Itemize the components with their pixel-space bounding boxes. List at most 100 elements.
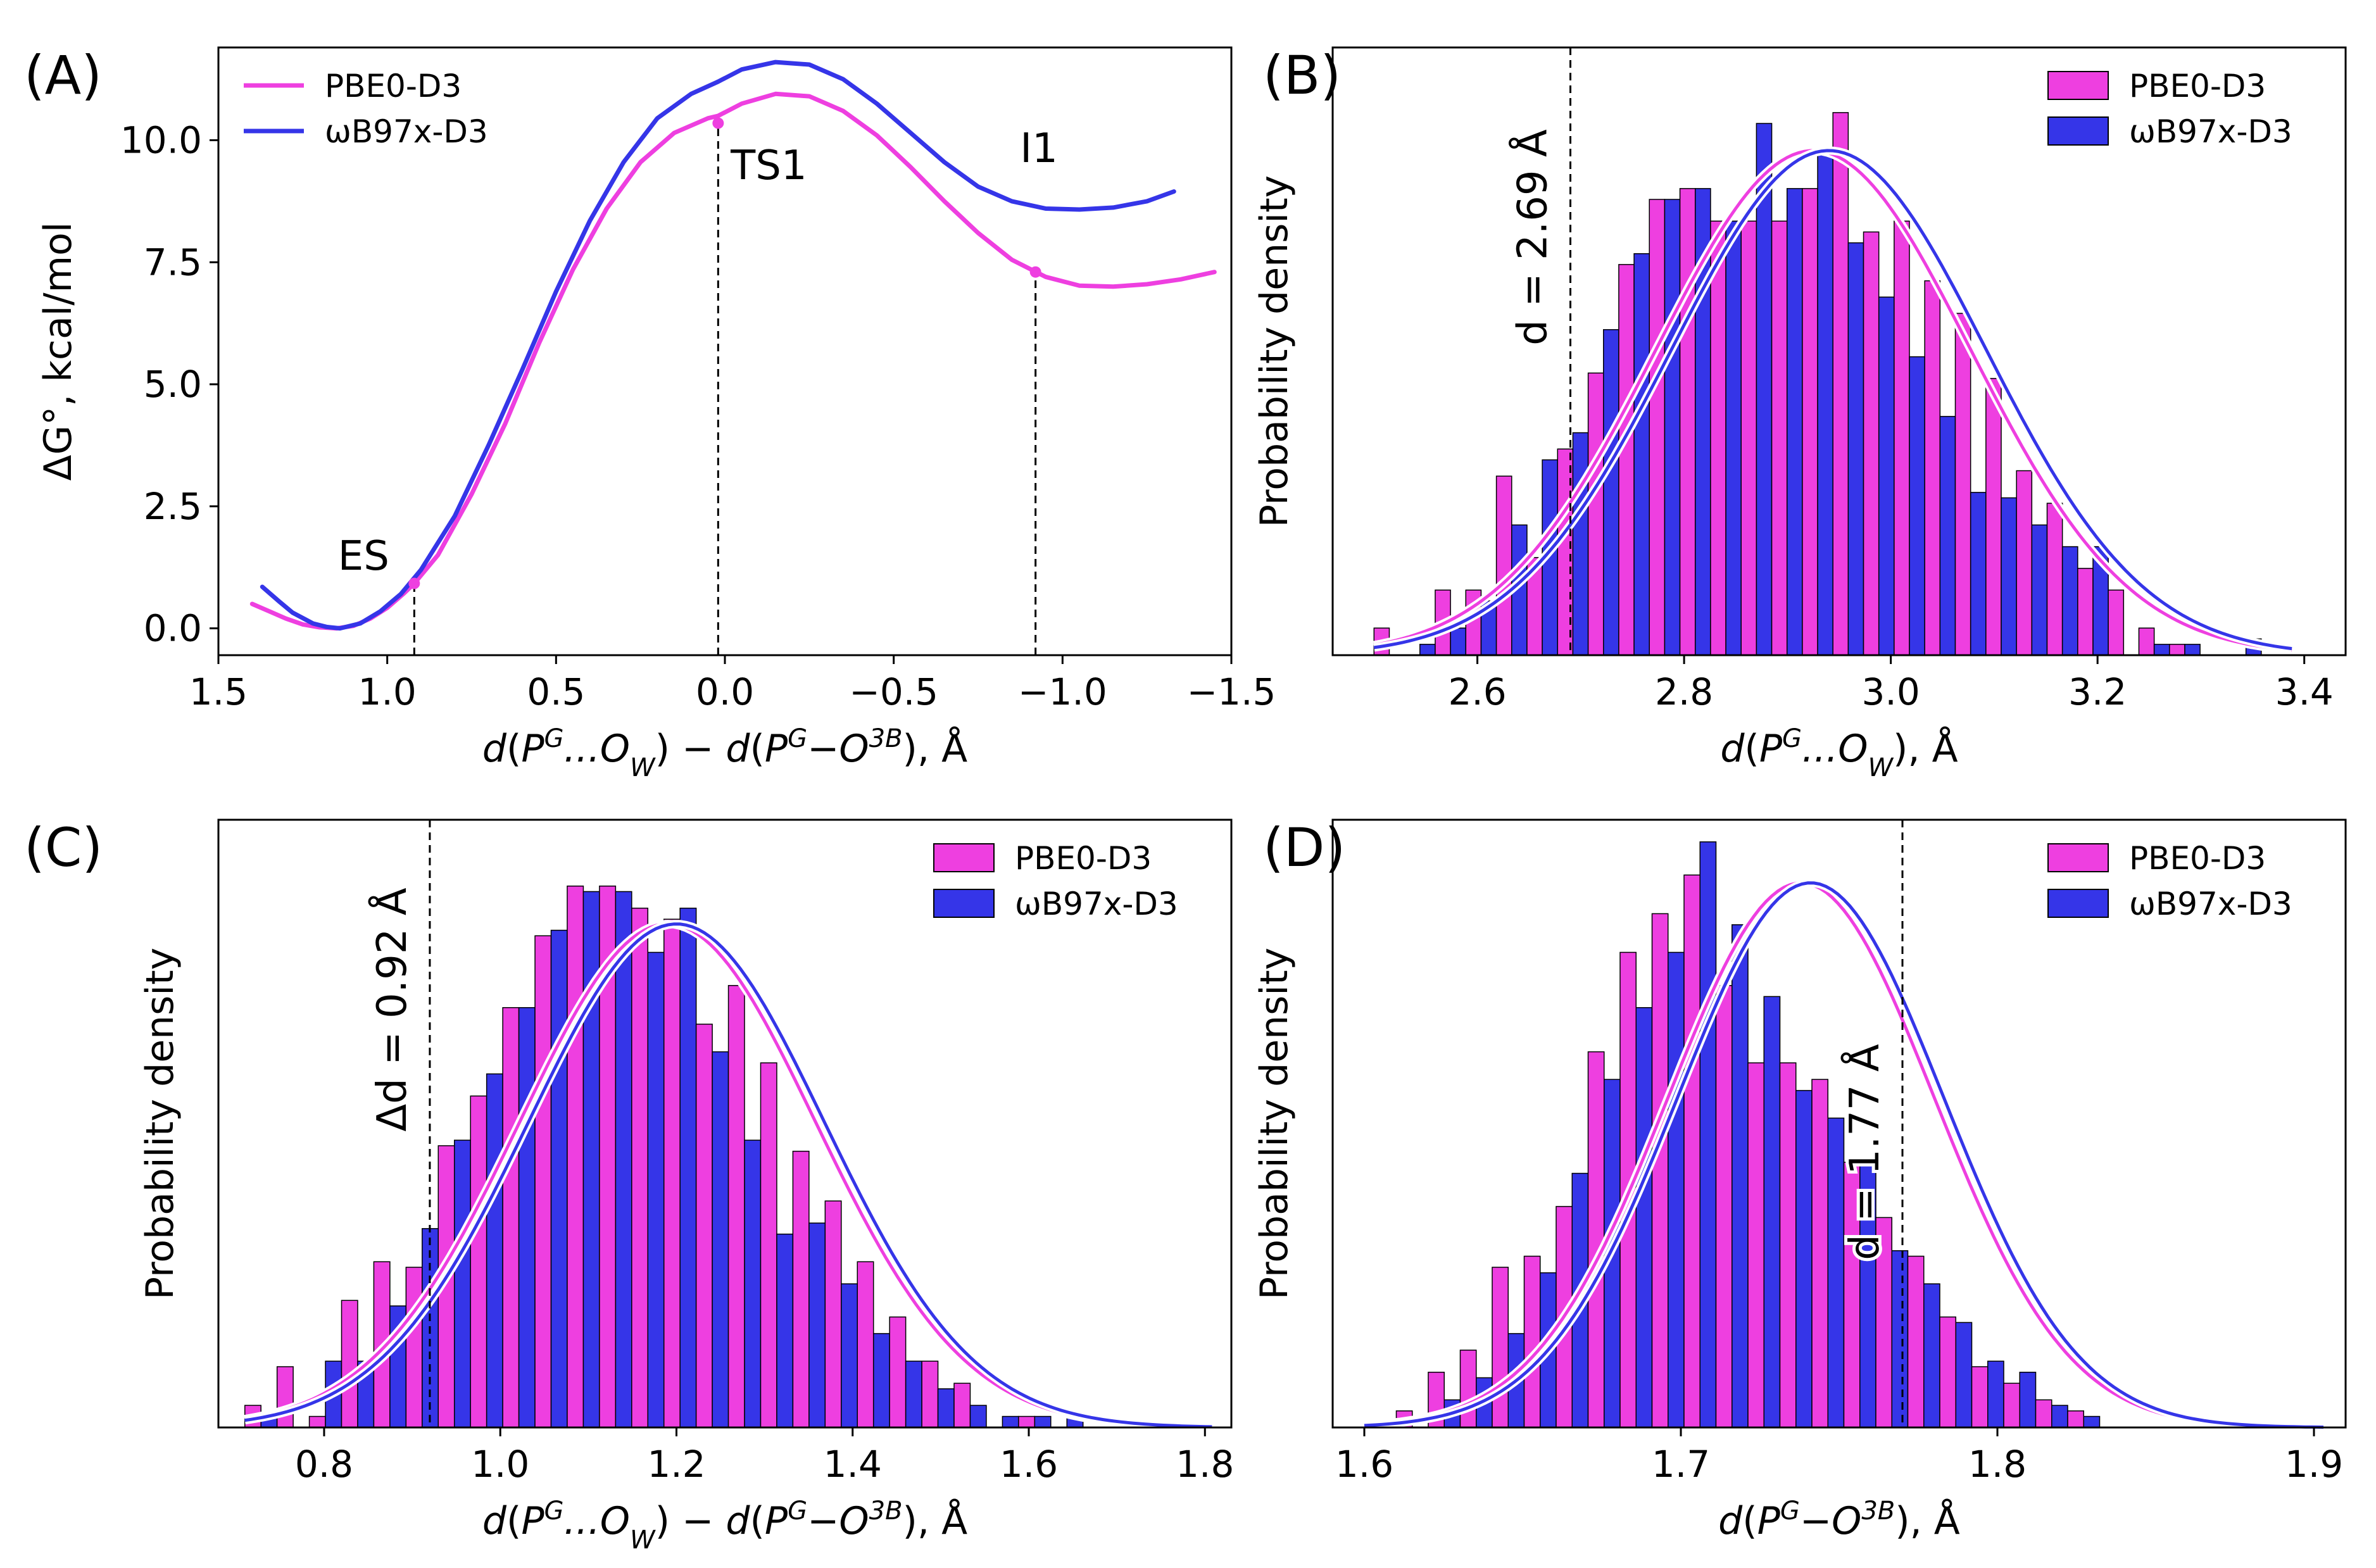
bar-pbe0 [1683,874,1700,1428]
x-tick-label: 1.0 [471,1443,529,1486]
x-tick-label: 1.8 [1176,1443,1234,1486]
bar-pbe0 [1779,1062,1797,1428]
axes-frame [1331,46,2347,656]
bar-wb97 [2061,546,2078,656]
bar-wb97 [486,1073,503,1428]
legend-swatch [933,843,995,872]
y-tick-label: 7.5 [144,241,202,284]
bar-wb97 [1827,1117,1845,1428]
bar-pbe0 [470,1095,487,1428]
bar-pbe0 [1679,188,1696,656]
threshold-label: d = 2.69 Å [1509,129,1557,346]
bar-pbe0 [1710,220,1726,656]
bar-pbe0 [889,1316,907,1428]
bar-wb97 [1763,996,1781,1428]
bar-wb97 [1786,188,1803,656]
y-tick-label: 10.0 [120,119,202,162]
bar-wb97 [1419,644,1436,656]
bar-pbe0 [1747,1062,1764,1428]
x-tick-label: 1.9 [2285,1443,2343,1486]
bar-pbe0 [1985,378,2002,656]
x-tick-label: 3.0 [1862,670,1920,713]
bar-pbe0 [663,919,681,1428]
bar-wb97 [1725,220,1742,656]
x-tick-label: −1.5 [1187,670,1276,713]
bar-pbe0 [276,1366,294,1428]
bar-pbe0 [2067,1410,2084,1428]
bar-wb97 [1664,199,1681,656]
bar-wb97 [1817,150,1833,656]
bar-pbe0 [1587,372,1604,656]
bar-wb97 [937,1388,955,1428]
bar-pbe0 [1587,1051,1605,1428]
legend-label: PBE0-D3 [325,68,462,104]
bar-pbe0 [308,1415,326,1428]
bar-pbe0 [1954,313,1971,656]
bar-pbe0 [1924,280,1941,656]
y-tick-label: 5.0 [144,363,202,406]
legend-swatch [933,889,995,918]
bar-pbe0 [631,907,649,1428]
bar-pbe0 [1018,1415,1036,1428]
bar-wb97 [1923,1283,1940,1428]
bar-wb97 [1847,242,1864,656]
bar-wb97 [1633,253,1650,656]
bar-wb97 [1756,123,1773,656]
series-line-wb97 [260,60,1176,631]
bar-wb97 [1034,1415,1052,1428]
x-axis-label: d(PG−O3B), Å [1718,1496,1960,1543]
bar-pbe0 [2169,644,2185,656]
x-tick-label: 0.0 [696,670,754,713]
bar-wb97 [1939,416,1956,656]
bar-wb97 [969,1405,987,1428]
panel-a: (A) ES TS1 I1 1.5 1.0 0.5 0.0 −0.5 −1.0 −1.5 0.0 2.5… [24,44,1276,782]
bar-pbe0 [727,985,745,1428]
x-tick-label: −0.5 [849,670,938,713]
bar-wb97 [1891,1250,1909,1428]
bar-pbe0 [1971,1366,1989,1428]
legend-swatch [2047,889,2109,918]
x-axis-label: d(PG...OW), Å [1720,724,1958,782]
legend-label: ωB97x-D3 [2129,886,2292,922]
x-tick-label: 3.4 [2275,670,2334,713]
bar-pbe0 [2035,1399,2052,1428]
bar-pbe0 [2016,470,2033,656]
x-tick-label: 3.2 [2068,670,2127,713]
legend-label: ωB97x-D3 [2129,113,2292,150]
bar-wb97 [2051,1405,2068,1428]
x-tick-label: 2.8 [1655,670,1713,713]
bar-pbe0 [1740,220,1757,656]
bar-wb97 [550,929,568,1428]
point-marker [408,577,420,589]
bar-wb97 [1878,296,1895,656]
panel-b: (B) d = 2.69 Å 2.6 2.8 3.0 3.2 3.4 d(PG...OW), … [1252,44,2347,782]
bar-wb97 [2083,1415,2101,1428]
bar-pbe0 [1651,913,1669,1428]
y-axis-label: Probability density [1252,948,1297,1300]
bar-pbe0 [1459,1350,1477,1428]
bar-wb97 [712,1051,729,1428]
bar-pbe0 [1771,220,1788,656]
bar-wb97 [1795,1089,1813,1428]
panel-label: (B) [1263,44,1341,106]
bar-wb97 [518,1007,536,1428]
legend-label: PBE0-D3 [2129,840,2266,877]
x-axis-label: d(PG...OW) − d(PG−O3B), Å [482,724,967,782]
bar-wb97 [1732,924,1749,1428]
bar-wb97 [2001,497,2017,656]
bar-wb97 [1909,356,1925,656]
bar-pbe0 [760,1062,777,1428]
panel-label: (C) [24,817,103,879]
bar-wb97 [905,1360,922,1428]
bar-pbe0 [1495,475,1512,656]
threshold-label: Δd = 0.92 Å [368,887,416,1132]
threshold-label: d = 1.77 Å [1840,1044,1889,1260]
bar-pbe0 [1863,231,1880,656]
fit-curve-wb97 [1373,149,2292,651]
legend-label: ωB97x-D3 [1015,886,1178,922]
x-axis-label: d(PG...OW) − d(PG−O3B), Å [482,1496,967,1555]
fit-curve-wb97 [244,922,1212,1429]
bar-wb97 [1450,627,1467,656]
axes-frame [1331,818,2347,1429]
